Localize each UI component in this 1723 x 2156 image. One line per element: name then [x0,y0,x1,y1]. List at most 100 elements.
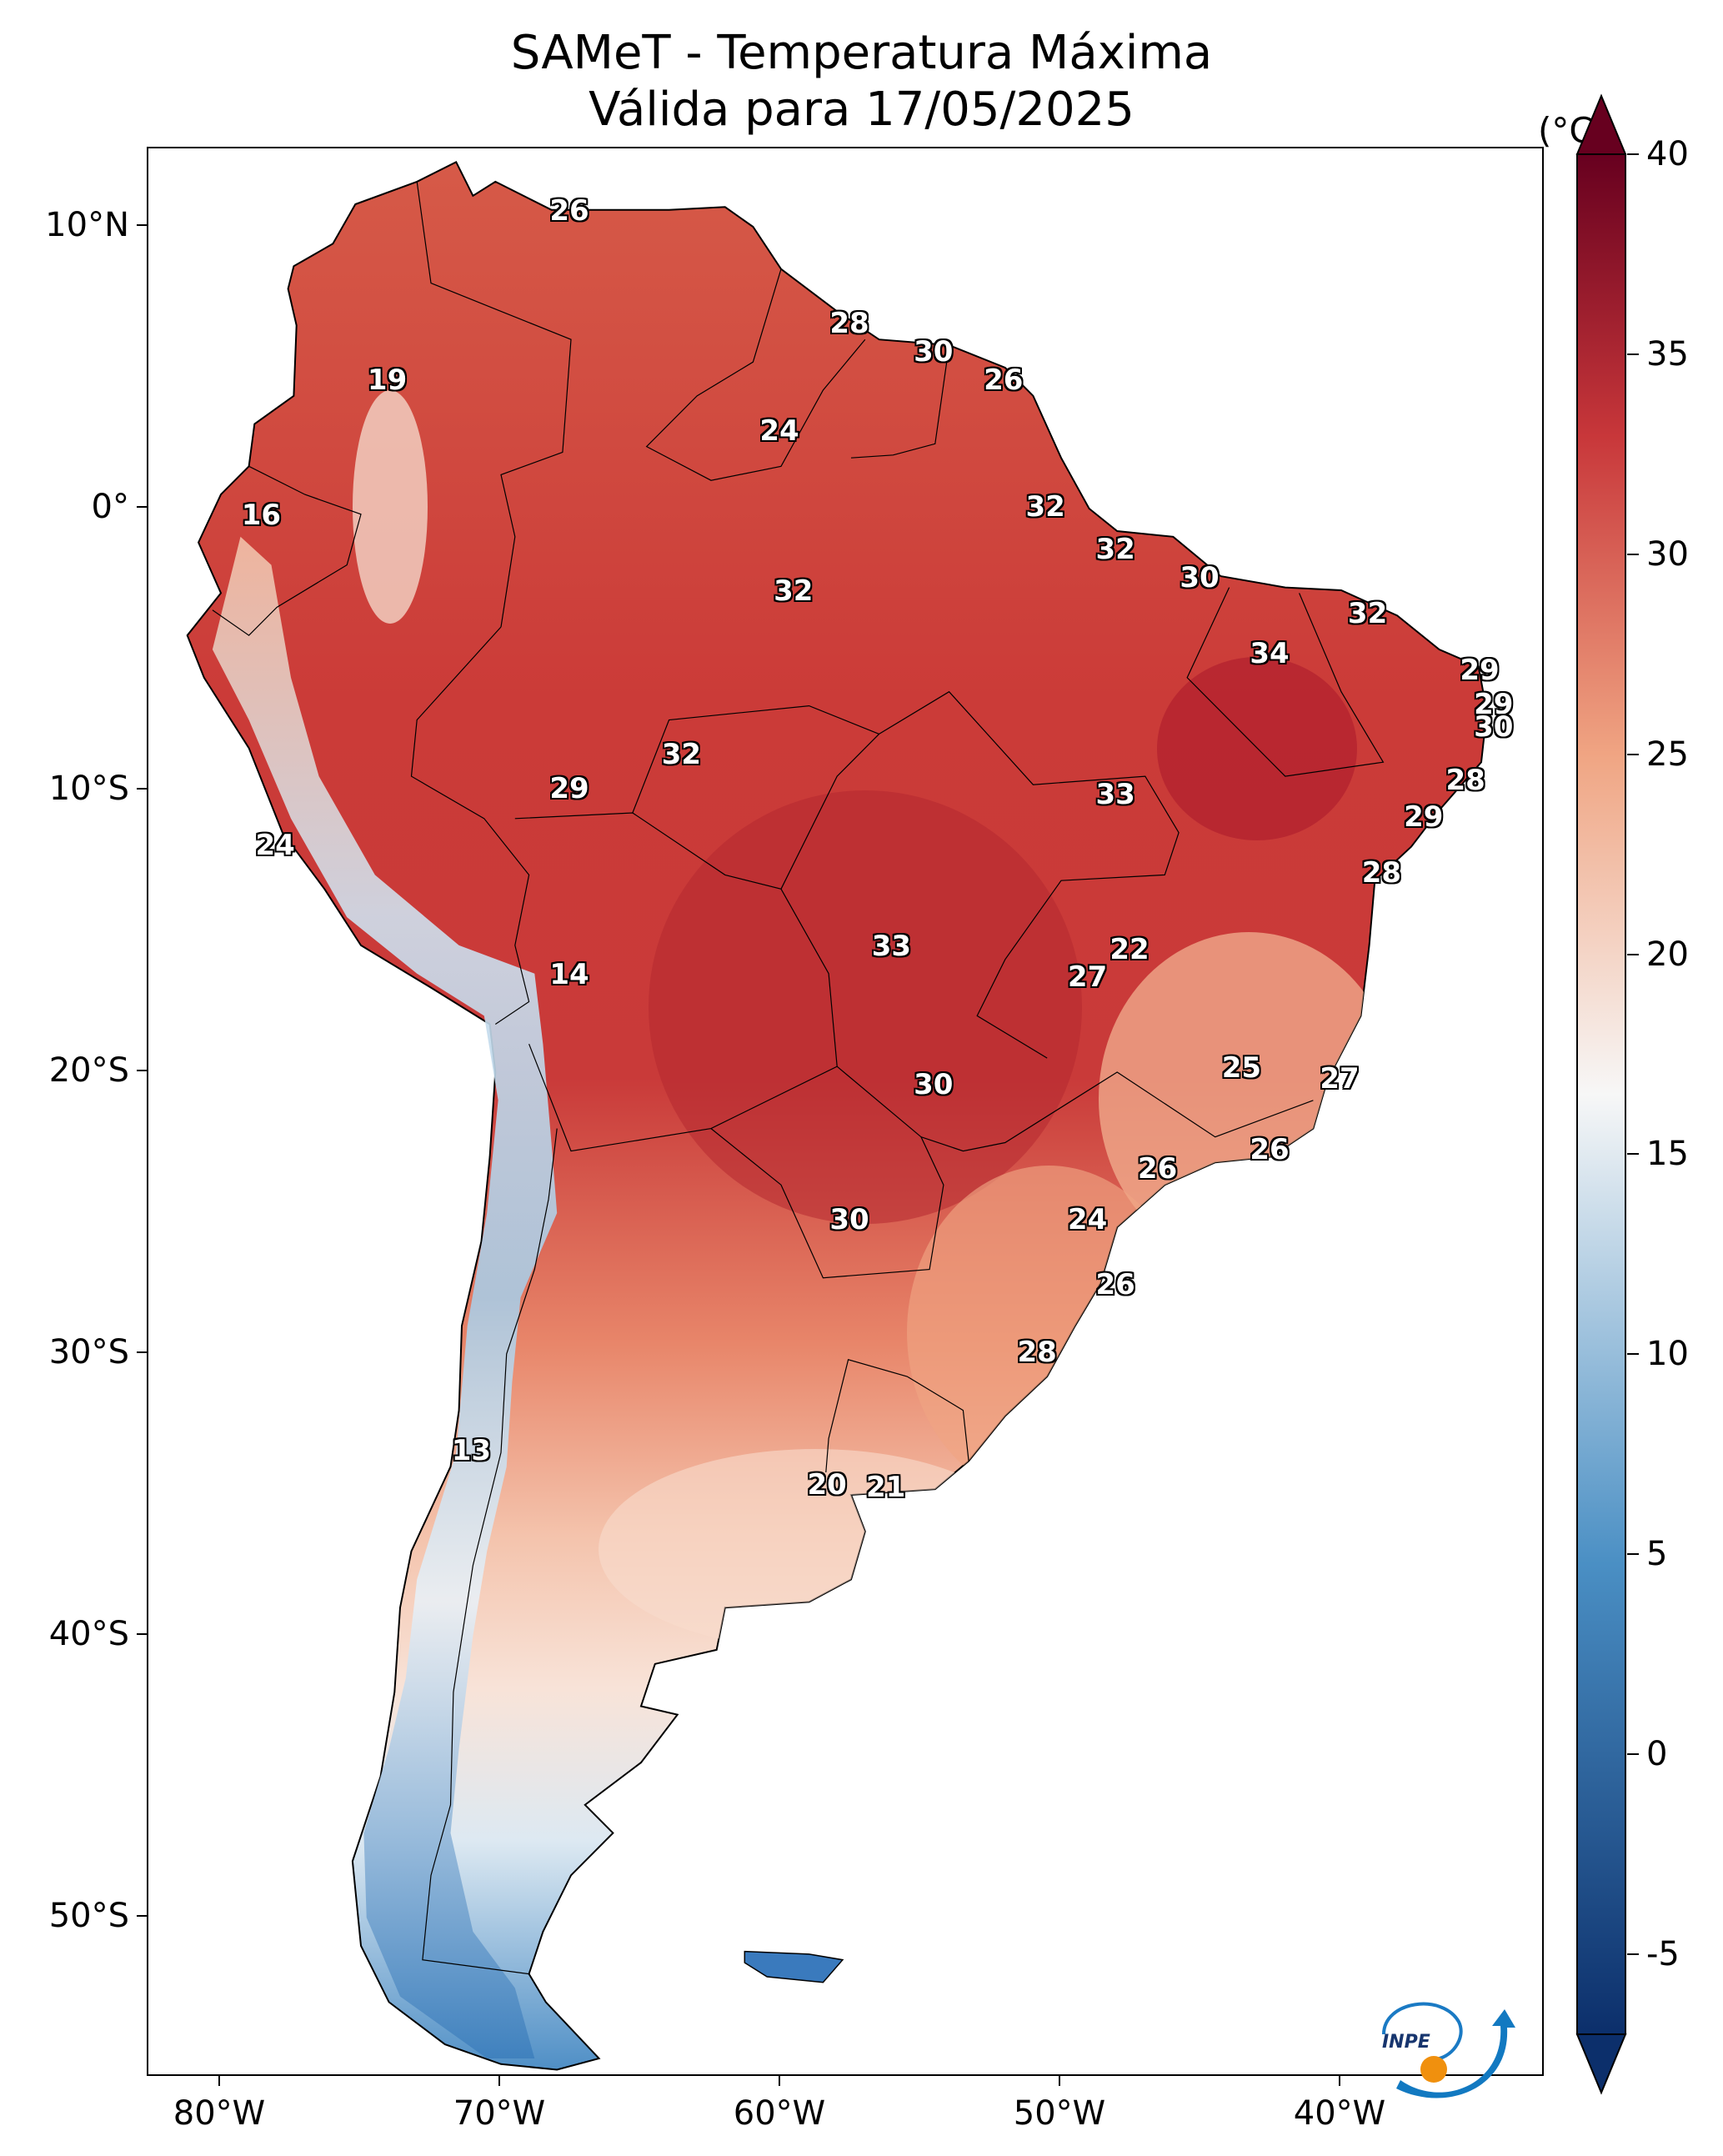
inpe-logo-text: INPE [1382,2032,1430,2053]
temperature-value-label: 25 [1221,1050,1262,1085]
temperature-value-label: 32 [1347,597,1388,631]
colorbar-tick-label: 25 [1646,735,1689,774]
temperature-value-label: 27 [1067,960,1108,995]
temperature-value-label: 32 [774,574,814,609]
border-line [850,344,950,459]
temperature-value-label: 20 [807,1467,847,1502]
colorbar-tick [1627,553,1639,555]
cool-andes-north [353,390,428,624]
colorbar-tick-label: 5 [1646,1535,1668,1574]
border-line [920,1071,1314,1152]
border-line [645,268,866,481]
map-title: SAMeT - Temperatura Máxima Válida para 1… [0,25,1723,138]
falkland-islands [744,1950,844,1983]
border-line [825,1359,969,1473]
colorbar-tick [1627,753,1639,755]
temperature-value-label: 32 [661,738,702,772]
border-line [422,1128,558,1975]
latitude-tick [137,1351,147,1353]
longitude-tick [1059,2076,1060,2086]
latitude-tick [137,1070,147,1071]
temperature-value-label: 21 [866,1471,906,1505]
temperature-value-label: 16 [241,499,282,533]
colorbar-tick [1627,1553,1639,1556]
latitude-label: 20°S [48,1051,129,1090]
inpe-logo-arrow [1396,2009,1515,2098]
temperature-value-label: 29 [1460,654,1500,688]
colorbar-tick [1627,1953,1639,1956]
longitude-tick [779,2076,780,2086]
warm-south-brazil [907,1166,1190,1499]
colorbar-tick [1627,153,1639,155]
temperature-value-label: 34 [1250,636,1290,670]
map-svg [186,160,1488,2071]
border-line [514,812,838,1152]
border-line [416,181,572,628]
border-line [212,465,362,636]
longitude-label: 70°W [453,2094,546,2133]
temperature-value-label: 33 [1095,777,1135,811]
inpe-logo: INPE [1382,2002,1515,2098]
map-area [147,147,1544,2076]
temperature-value-label: 30 [1474,709,1514,744]
temperature-value-label: 28 [1017,1336,1057,1369]
colorbar-tick-label: 30 [1646,534,1689,574]
colorbar-tick-label: 0 [1646,1735,1668,1774]
latitude-tick [137,1915,147,1917]
temperature-value-label: 28 [1445,763,1485,797]
colorbar-tick-label: 20 [1646,935,1689,974]
title-line-1: SAMeT - Temperatura Máxima [510,26,1213,80]
temperature-value-label: 28 [1361,856,1402,890]
temperature-value-label: 22 [1109,932,1150,966]
colorbar-tick [1627,953,1639,955]
colorbar-min-extension [1575,2033,1627,2095]
colorbar-tick [1627,1753,1639,1756]
temperature-value-label: 30 [1180,560,1220,594]
longitude-label: 60°W [733,2094,826,2133]
temperature-value-label: 33 [871,930,912,964]
temperature-value-label: 29 [1474,687,1514,721]
colorbar-tick-label: -5 [1646,1935,1680,1974]
longitude-tick [218,2076,220,2086]
andes-cold-band [212,536,558,2058]
latitude-label: 10°N [45,206,129,244]
temperature-value-label: 13 [451,1434,492,1468]
temperature-value-label: 30 [914,1067,954,1101]
temperature-value-label: 19 [367,363,408,397]
temperature-value-label: 26 [1095,1267,1135,1301]
temperature-value-label: 28 [829,307,869,341]
latitude-label: 0° [91,488,129,526]
colorbar-tick [1627,1353,1639,1356]
temperature-value-label: 24 [1067,1203,1108,1237]
temperature-value-label: 29 [1404,800,1444,834]
colorbar-tick-label: 10 [1646,1335,1689,1374]
latitude-tick [137,788,147,790]
colorbar-tick [1627,1153,1639,1156]
colorbar-gradient [1576,153,1626,2035]
border-line [410,626,530,1025]
longitude-label: 50°W [1013,2094,1106,2133]
hot-core-northeast [1157,657,1357,840]
temperature-value-label: 27 [1320,1062,1360,1096]
longitude-label: 40°W [1293,2094,1386,2133]
colorbar-unit: (°C) [1538,110,1608,151]
inpe-logo-sun [1420,2056,1447,2083]
latitude-tick [137,224,147,226]
temperature-value-label: 29 [549,772,589,805]
border-line [632,704,879,814]
latitude-tick [137,506,147,508]
temperature-value-label: 32 [1025,490,1065,524]
inpe-logo-swoosh [1382,2002,1463,2061]
warm-southeast [1099,932,1399,1266]
border-line [780,690,1180,1059]
colorbar-tick-label: 40 [1646,135,1689,173]
temperature-value-label: 14 [549,958,589,992]
longitude-tick [1339,2076,1340,2086]
temperature-value-label: 30 [914,335,954,369]
latitude-label: 50°S [48,1897,129,1935]
border-line [1186,587,1385,777]
latitude-tick [137,1633,147,1635]
title-line-2: Válida para 17/05/2025 [589,83,1134,137]
temperature-value-label: 24 [255,828,295,862]
temperature-value-label: 32 [1095,532,1135,566]
